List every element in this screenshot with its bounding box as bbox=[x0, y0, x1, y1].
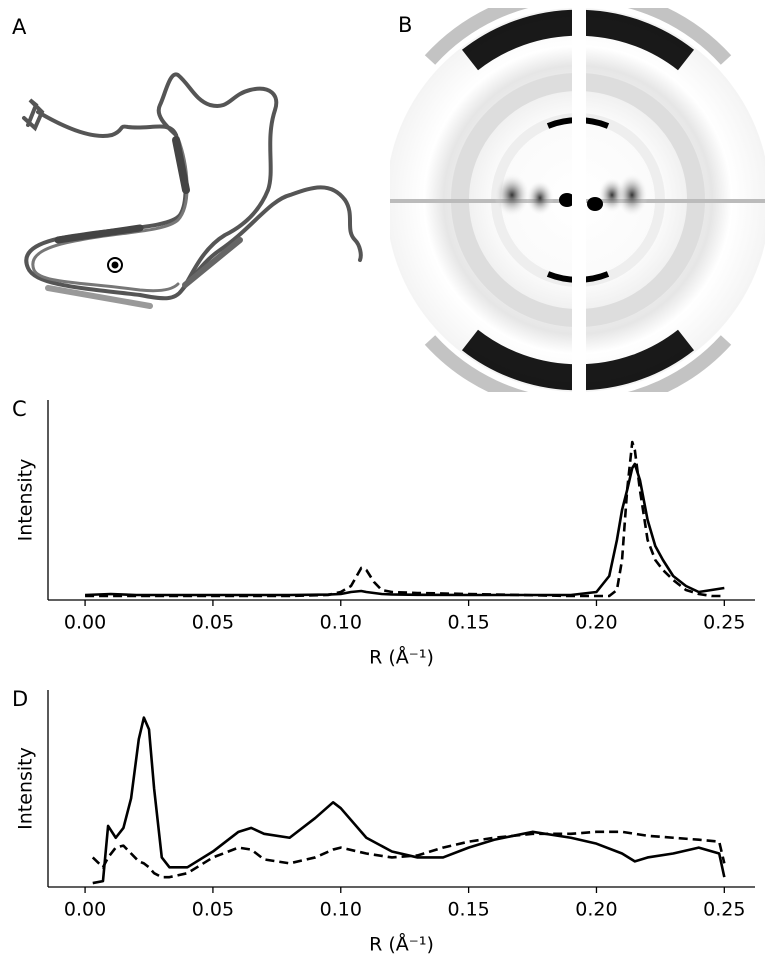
x-tick-label: 0.10 bbox=[320, 612, 362, 634]
data-line bbox=[91, 830, 726, 879]
x-tick-label: 0.00 bbox=[64, 899, 106, 921]
x-tick-label: 0.25 bbox=[703, 612, 745, 634]
x-tick-label: 0.10 bbox=[320, 899, 362, 921]
x-tick-label: 0.05 bbox=[192, 612, 234, 634]
x-axis-label: R (Å⁻¹) bbox=[369, 646, 434, 669]
x-axis-label: R (Å⁻¹) bbox=[369, 933, 434, 956]
x-tick-label: 0.15 bbox=[447, 899, 489, 921]
data-line bbox=[92, 716, 726, 885]
panel-label: C bbox=[12, 397, 27, 421]
protein-ribbon bbox=[22, 72, 363, 309]
panel-label: D bbox=[12, 687, 28, 711]
diffraction-pattern bbox=[390, 8, 765, 392]
x-tick-label: 0.00 bbox=[64, 612, 106, 634]
y-axis-label: Intensity bbox=[15, 459, 37, 542]
x-tick-label: 0.05 bbox=[192, 899, 234, 921]
y-axis-label: Intensity bbox=[15, 747, 37, 830]
x-tick-label: 0.15 bbox=[447, 612, 489, 634]
panel-label: A bbox=[12, 15, 27, 39]
x-tick-label: 0.20 bbox=[575, 612, 617, 634]
x-tick-label: 0.20 bbox=[575, 899, 617, 921]
data-line bbox=[85, 440, 725, 598]
panel-label: B bbox=[398, 13, 412, 37]
x-tick-label: 0.25 bbox=[703, 899, 745, 921]
